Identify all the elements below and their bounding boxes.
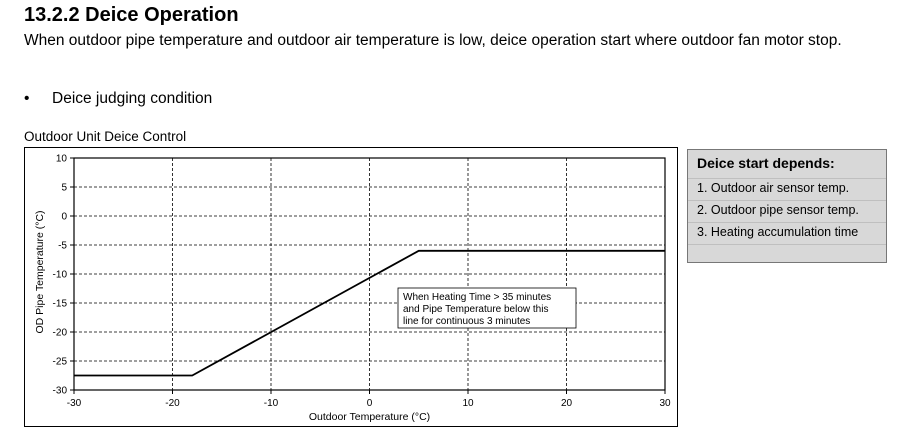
y-tick-label: -5: [58, 241, 67, 252]
x-tick-label: 10: [462, 398, 474, 409]
y-tick-label: 5: [61, 183, 67, 194]
x-tick-label: 30: [659, 398, 671, 409]
x-axis-title: Outdoor Temperature (°C): [309, 411, 430, 423]
y-tick-label: 0: [61, 212, 67, 223]
deice-conditions-box: Deice start depends: 1. Outdoor air sens…: [687, 149, 887, 263]
y-tick-label: -10: [53, 270, 68, 281]
y-axis-title: OD Pipe Temperature (°C): [34, 210, 46, 333]
y-tick-label: -30: [53, 386, 68, 397]
y-tick-label: -20: [53, 328, 68, 339]
annotation-text: and Pipe Temperature below this: [403, 304, 548, 315]
x-tick-label: 20: [561, 398, 573, 409]
y-tick-label: -15: [53, 299, 68, 310]
chart-frame: [24, 147, 678, 427]
divider: [688, 222, 886, 223]
x-tick-label: -30: [67, 398, 82, 409]
y-tick-label: 10: [56, 154, 68, 165]
condition-item: 2. Outdoor pipe sensor temp.: [697, 203, 859, 217]
condition-item: 3. Heating accumulation time: [697, 225, 859, 239]
y-tick-label: -25: [53, 357, 68, 368]
x-tick-label: 0: [367, 398, 373, 409]
figure-caption: Outdoor Unit Deice Control: [24, 129, 187, 144]
bullet-text: Deice judging condition: [52, 90, 213, 107]
divider: [688, 178, 886, 179]
intro-paragraph: When outdoor pipe temperature and outdoo…: [24, 32, 842, 49]
annotation-text: When Heating Time > 35 minutes: [403, 292, 551, 303]
condition-item: 1. Outdoor air sensor temp.: [697, 181, 850, 195]
deice-threshold-line: [74, 249, 665, 377]
deice-conditions-heading: Deice start depends:: [697, 155, 835, 171]
annotation-text: line for continuous 3 minutes: [403, 316, 530, 327]
bullet-icon: •: [24, 90, 30, 107]
x-tick-label: -20: [165, 398, 180, 409]
bullet-item: • Deice judging condition: [24, 90, 212, 108]
divider: [688, 244, 886, 245]
section-title: 13.2.2 Deice Operation: [24, 4, 239, 26]
x-tick-label: -10: [264, 398, 279, 409]
divider: [688, 200, 886, 201]
deice-chart: 10 5 0 -5 -10 -15 -20 -25 -30-30 -20 -10 0 10 20 30 Out…: [34, 154, 671, 424]
annotation-box: [397, 287, 577, 329]
